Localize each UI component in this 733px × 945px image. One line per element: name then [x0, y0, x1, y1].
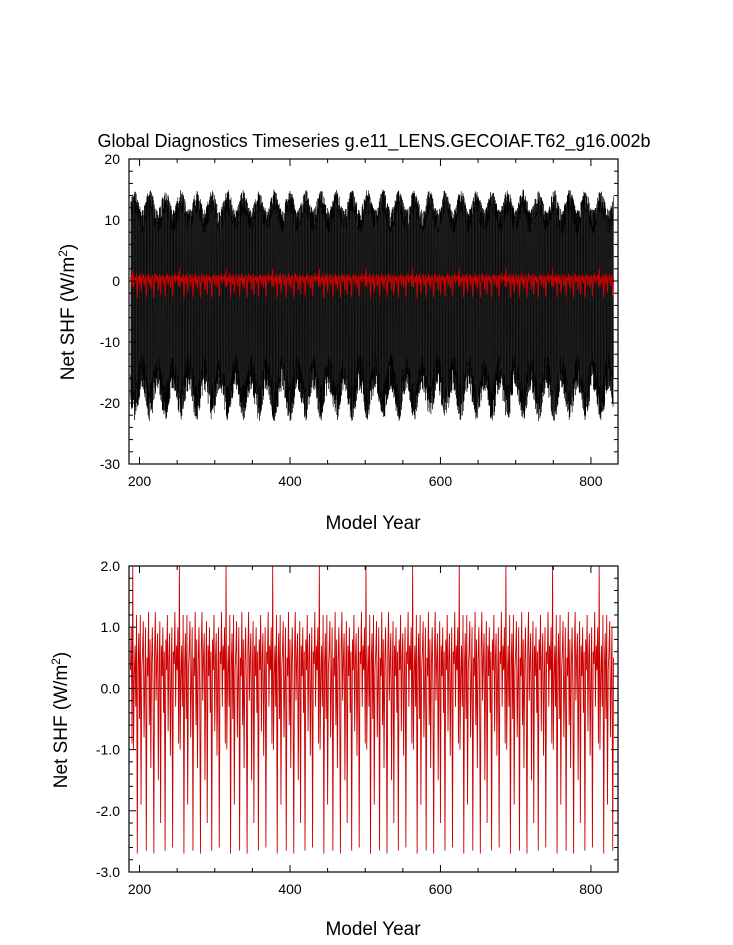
series-monthly-line	[130, 189, 614, 422]
y-tick-label: 0.0	[101, 680, 121, 696]
y-axis-label: Net SHF (W/m2)	[49, 652, 72, 789]
y-tick-label: 2.0	[101, 558, 121, 574]
y-tick-label: 0	[112, 273, 120, 289]
y-tick-label: 1.0	[101, 619, 121, 635]
x-tick-label: 400	[278, 473, 302, 489]
chart-title: Global Diagnostics Timeseries g.e11_LENS…	[98, 131, 651, 152]
x-tick-label: 800	[579, 881, 603, 897]
x-tick-label: 800	[579, 473, 603, 489]
x-tick-label: 600	[429, 881, 453, 897]
y-tick-label: 10	[104, 212, 120, 228]
y-tick-label: -1.0	[96, 742, 120, 758]
plot-area	[129, 565, 618, 854]
plot-area	[130, 189, 614, 422]
axes: 200 400 600 800 -30 -20 -10 0 10 20	[100, 151, 618, 489]
y-tick-label: -20	[100, 395, 120, 411]
y-axis-label: Net SHF (W/m2)	[56, 244, 79, 381]
series-annual-line	[130, 268, 614, 298]
series-annual-line	[130, 565, 614, 854]
y-tick-label: 20	[104, 151, 120, 167]
y-tick-label: -3.0	[96, 864, 120, 880]
axes: 200 400 600 800 -3.0 -2.0 -1.0 0.0 1.0 2.0	[96, 558, 618, 897]
x-axis-label: Model Year	[325, 513, 421, 534]
plot-frame	[128, 158, 619, 465]
chart-top: Global Diagnostics Timeseries g.e11_LENS…	[56, 131, 650, 534]
x-tick-label: 400	[278, 881, 302, 897]
plot-frame	[128, 565, 619, 873]
y-tick-label: -30	[100, 456, 120, 472]
x-tick-label: 200	[128, 473, 152, 489]
y-tick-label: -10	[100, 334, 120, 350]
chart-bottom: 200 400 600 800 -3.0 -2.0 -1.0 0.0 1.0 2.0 Model …	[49, 558, 619, 940]
x-axis-label: Model Year	[325, 919, 421, 940]
y-tick-label: -2.0	[96, 803, 120, 819]
x-tick-label: 600	[429, 473, 453, 489]
x-tick-label: 200	[128, 881, 152, 897]
